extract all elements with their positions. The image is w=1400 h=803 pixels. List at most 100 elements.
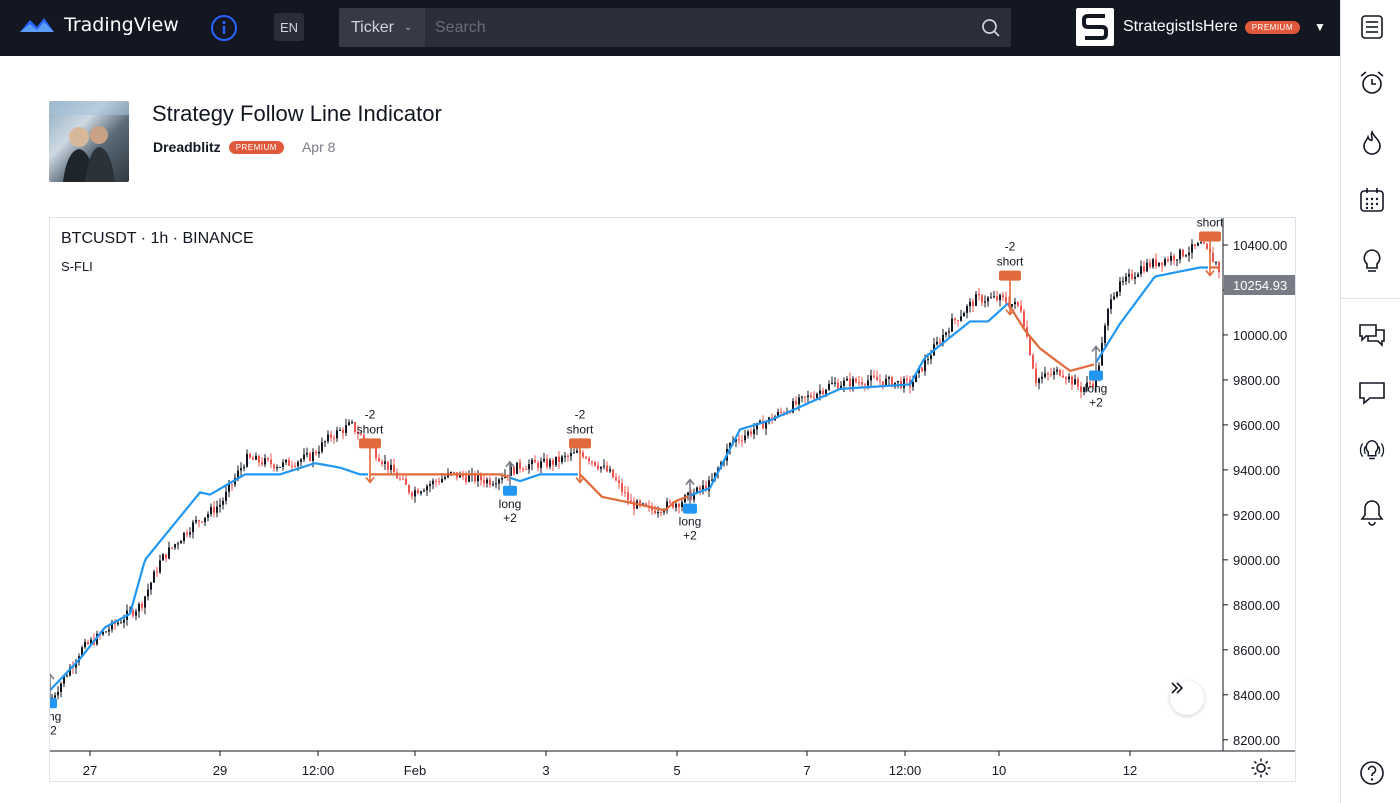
candle-body — [948, 331, 950, 333]
candle-body — [633, 501, 635, 509]
candle-body — [1137, 274, 1139, 277]
chart-symbol-legend[interactable]: BTCUSDT · 1h · BINANCE — [61, 230, 254, 247]
premium-badge: PREMIUM — [1244, 20, 1300, 34]
search-icon[interactable] — [971, 8, 1011, 47]
calendar-icon[interactable] — [1357, 185, 1387, 215]
search-input[interactable] — [425, 8, 971, 47]
candle-body — [849, 378, 851, 387]
candle-body — [267, 458, 269, 460]
alarm-clock-icon[interactable] — [1357, 68, 1387, 98]
candle-body — [231, 484, 233, 486]
candle-body — [1023, 311, 1025, 328]
symbol-search: Ticker ⌄ — [339, 8, 1011, 47]
candle-body — [1149, 262, 1151, 267]
candle-body — [1011, 304, 1013, 307]
candle-body — [624, 491, 626, 493]
candle-body — [324, 441, 326, 443]
candle-body — [111, 621, 113, 630]
candle-body — [747, 431, 749, 436]
candle-body — [918, 367, 920, 374]
signal-size: +2 — [683, 529, 697, 543]
candle-body — [879, 380, 881, 382]
chat-icon[interactable] — [1357, 378, 1387, 408]
candle-body — [87, 641, 89, 645]
candle-body — [495, 483, 497, 485]
candle-body — [705, 485, 707, 491]
author-name[interactable]: Dreadblitz — [153, 139, 221, 155]
candle-body — [249, 453, 251, 458]
candle-body — [498, 479, 500, 484]
info-icon[interactable] — [210, 14, 238, 42]
candle-body — [348, 422, 350, 426]
chart-widget[interactable]: long+2-2shortlong+2-2shortlong+2-2shortl… — [49, 217, 1296, 782]
candle-body — [942, 334, 944, 344]
candle-body — [402, 478, 404, 480]
candle-body — [399, 478, 401, 480]
candle-body — [762, 420, 764, 429]
candle-body — [1059, 369, 1061, 376]
candle-body — [1083, 387, 1085, 393]
candle-body — [819, 390, 821, 394]
price-tick-label: 8600.00 — [1233, 643, 1280, 658]
candle-body — [609, 469, 611, 472]
candle-body — [642, 503, 644, 505]
help-icon[interactable] — [1357, 758, 1387, 788]
candle-body — [567, 455, 569, 457]
chevron-down-icon[interactable]: ▼ — [1314, 20, 1326, 34]
language-button[interactable]: EN — [274, 13, 304, 41]
price-tick-label: 9600.00 — [1233, 418, 1280, 433]
gear-icon[interactable] — [1250, 757, 1274, 781]
candle-body — [519, 462, 521, 469]
chats-icon[interactable] — [1357, 320, 1387, 350]
candle-body — [588, 458, 590, 462]
notifications-icon[interactable] — [1357, 497, 1387, 527]
candle-body — [345, 425, 347, 434]
candle-body — [735, 439, 737, 442]
candle-body — [1008, 302, 1010, 307]
candle-body — [306, 453, 308, 455]
candle-body — [303, 454, 305, 460]
candle-body — [522, 468, 524, 470]
candle-body — [582, 452, 584, 457]
scroll-to-realtime-button[interactable] — [1170, 681, 1204, 715]
hotlist-icon[interactable] — [1357, 128, 1387, 158]
candle-body — [1185, 255, 1187, 257]
page-title: Strategy Follow Line Indicator — [152, 101, 442, 126]
candle-body — [60, 683, 62, 692]
candle-body — [1200, 242, 1202, 244]
candle-body — [828, 383, 830, 390]
candle-body — [1005, 297, 1007, 303]
indicator-legend[interactable]: S-FLI — [61, 259, 93, 274]
candle-body — [228, 484, 230, 492]
candle-body — [594, 461, 596, 466]
user-menu[interactable]: StrategistIsHere PREMIUM ▼ — [1076, 8, 1326, 46]
candle-body — [276, 467, 278, 469]
signal-size: -2 — [1005, 240, 1016, 254]
streams-icon[interactable] — [1357, 436, 1387, 466]
candle-body — [687, 492, 689, 496]
candle-body — [1179, 249, 1181, 260]
ticker-select[interactable]: Ticker ⌄ — [339, 8, 425, 47]
menu-icon[interactable] — [1357, 12, 1387, 42]
candle-body — [834, 382, 836, 384]
price-chart[interactable]: long+2-2shortlong+2-2shortlong+2-2shortl… — [50, 218, 1295, 781]
candle-body — [618, 480, 620, 484]
candle-body — [381, 461, 383, 464]
candle-body — [558, 456, 560, 463]
candle-body — [999, 294, 1001, 301]
candle-body — [759, 420, 761, 423]
candle-body — [630, 500, 632, 502]
candle-body — [285, 459, 287, 463]
signal-label: short — [567, 422, 594, 436]
candle-body — [927, 359, 929, 361]
candle-body — [126, 610, 128, 620]
signal-label: short — [357, 422, 384, 436]
tradingview-logo[interactable]: TradingView — [18, 14, 179, 36]
candle-body — [1086, 382, 1088, 388]
candle-body — [330, 434, 332, 438]
signal-size: +2 — [503, 511, 517, 525]
candle-body — [129, 610, 131, 612]
candle-body — [1038, 378, 1040, 384]
idea-icon[interactable] — [1357, 246, 1387, 276]
author-avatar[interactable] — [49, 101, 129, 182]
